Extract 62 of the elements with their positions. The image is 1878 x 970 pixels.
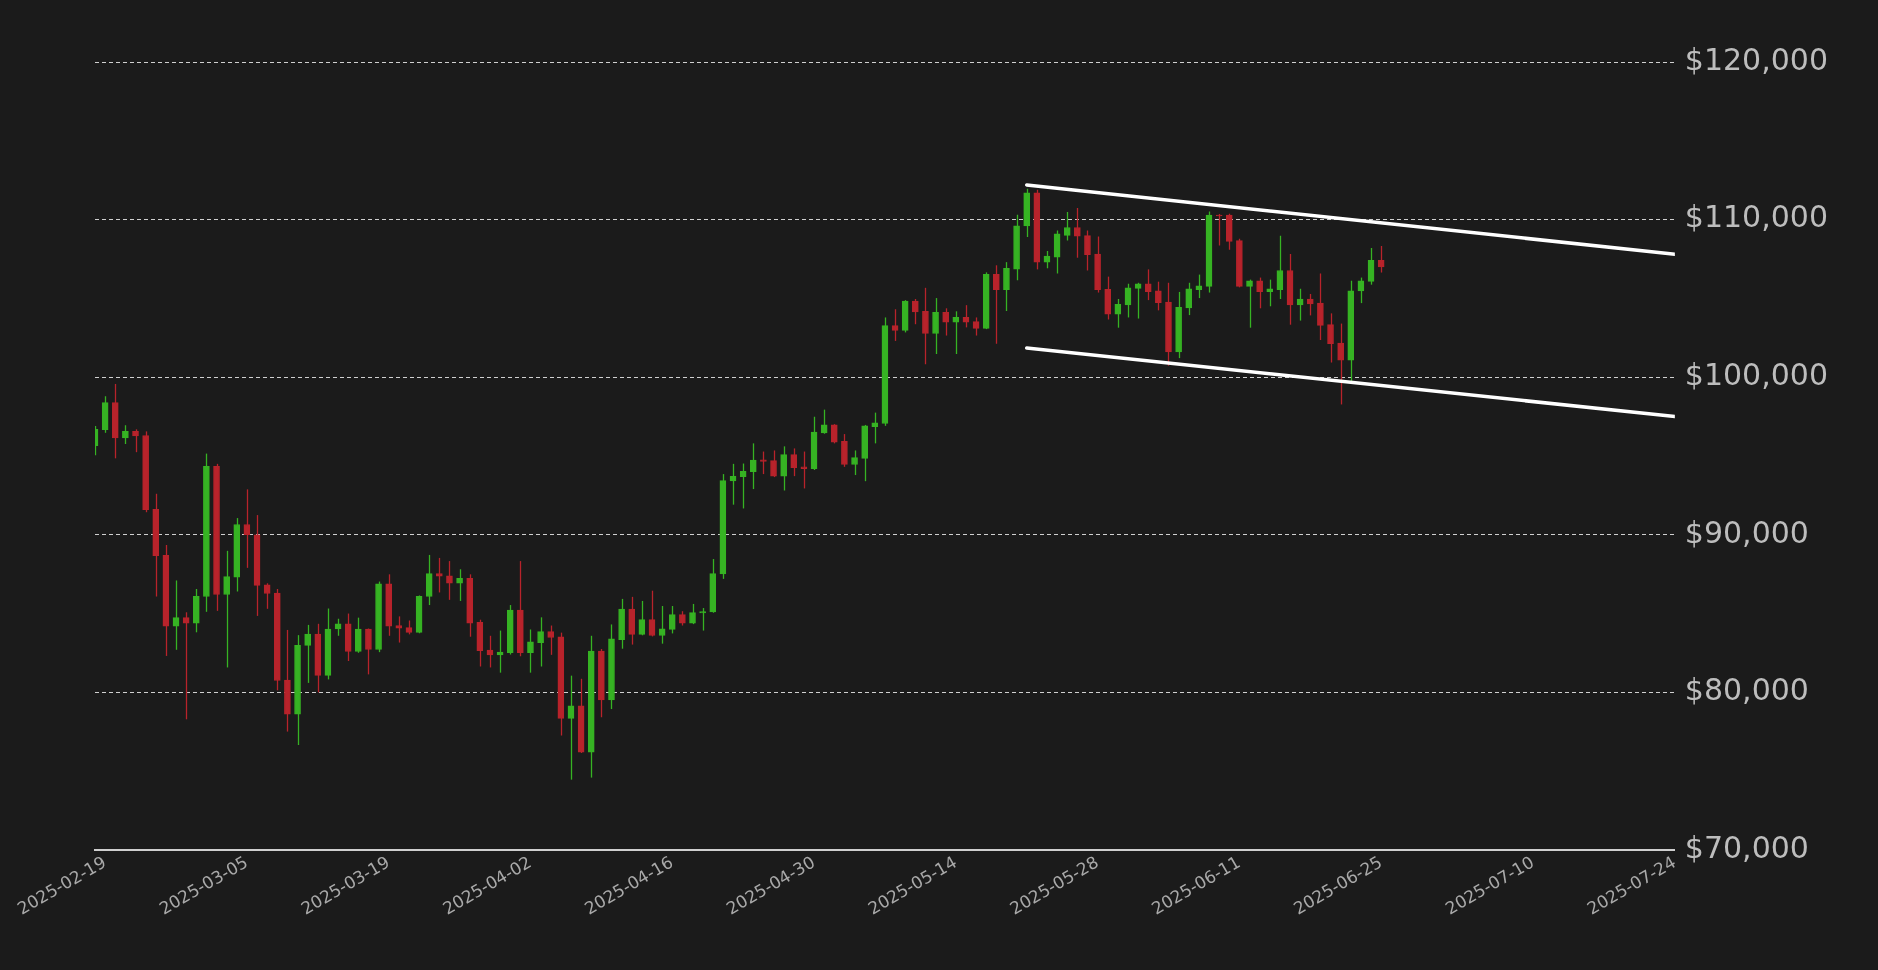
- candlestick: [354, 617, 362, 654]
- candlestick: [1144, 268, 1152, 301]
- candlestick: [1317, 272, 1324, 341]
- candlestick: [304, 624, 311, 684]
- candlestick: [122, 424, 129, 445]
- candlestick: [993, 264, 1000, 345]
- candlestick: [1074, 207, 1081, 259]
- candlestick: [1256, 276, 1263, 309]
- candlestick: [527, 628, 534, 674]
- candlestick: [132, 428, 139, 453]
- candlestick: [1185, 282, 1193, 316]
- candlestick: [922, 287, 929, 365]
- candlestick: [891, 308, 899, 342]
- candlestick: [1337, 322, 1344, 406]
- candlestick: [911, 298, 919, 325]
- candlestick: [760, 450, 767, 475]
- candlestick: [841, 433, 848, 468]
- y-tick-label: $110,000: [1684, 199, 1829, 235]
- y-tick-label: $120,000: [1684, 41, 1829, 77]
- candlestick: [567, 674, 575, 781]
- candlestick: [425, 554, 433, 606]
- candlestick: [780, 445, 787, 492]
- candlestick: [1063, 211, 1071, 242]
- y-tick-label: $100,000: [1684, 356, 1829, 392]
- candlestick: [1195, 273, 1203, 299]
- candlestick: [1134, 282, 1142, 320]
- candlestick: [648, 590, 656, 638]
- candlestick: [689, 603, 696, 625]
- y-tick-label: $80,000: [1684, 672, 1809, 708]
- candlestick: [871, 411, 879, 445]
- candlestick: [770, 449, 777, 478]
- y-tick-label: $70,000: [1684, 829, 1809, 865]
- candlestick: [1104, 275, 1112, 321]
- candlestick: [1215, 213, 1223, 247]
- candlestick: [668, 605, 676, 635]
- candlestick: [436, 557, 443, 594]
- candlestick: [972, 316, 980, 337]
- candlestick: [365, 627, 372, 676]
- y-tick-label: $90,000: [1684, 514, 1809, 550]
- candlestick: [962, 304, 970, 329]
- candlestick: [223, 550, 230, 669]
- candlestick: [547, 624, 555, 656]
- candlestick: [790, 447, 798, 477]
- candlestick: [1003, 261, 1010, 312]
- candlestick: [628, 596, 636, 646]
- candlestick: [638, 600, 646, 636]
- candlestick: [1266, 278, 1274, 307]
- candlestick: [851, 449, 858, 476]
- candlestick: [537, 616, 544, 668]
- candlestick: [942, 307, 950, 337]
- candlestick: [699, 607, 706, 632]
- candlestick: [932, 297, 939, 355]
- candlestick: [1327, 312, 1334, 364]
- candlestick: [952, 310, 960, 355]
- candlestick: [800, 450, 808, 490]
- candlestick: [1246, 278, 1253, 329]
- candlestick: [749, 442, 757, 490]
- candlestick: [456, 568, 463, 602]
- candlestick: [395, 615, 403, 644]
- candlestick: [1155, 281, 1162, 312]
- candlestick: [1084, 229, 1091, 272]
- candlestick: [446, 560, 453, 601]
